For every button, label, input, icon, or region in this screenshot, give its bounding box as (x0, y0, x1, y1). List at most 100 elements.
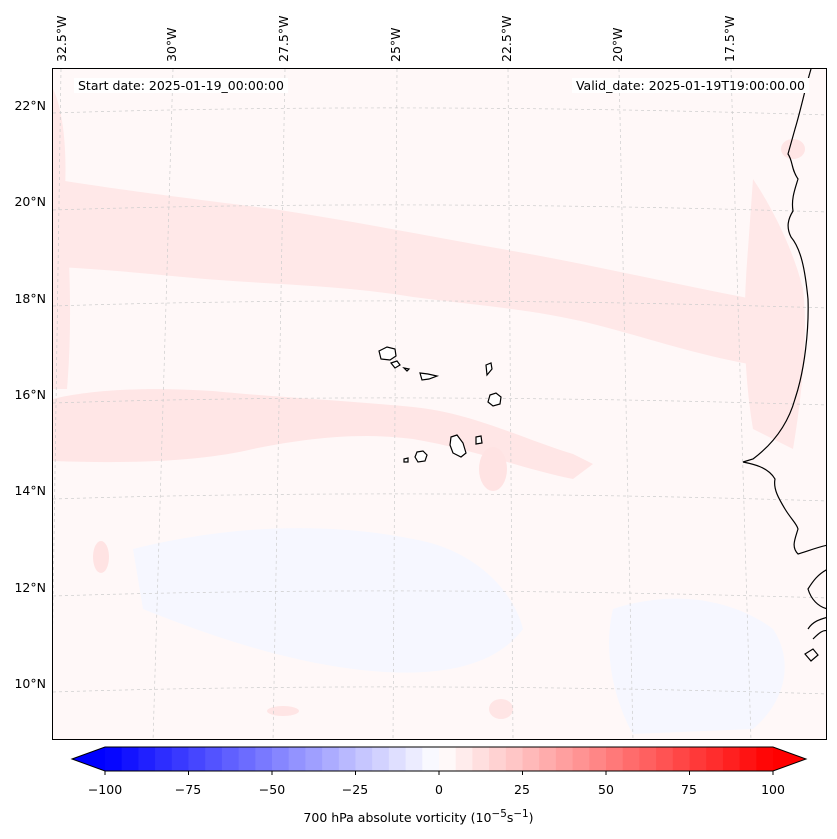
colorbar-segment (489, 747, 507, 771)
colorbar-segment (606, 747, 624, 771)
colorbar-ticks (104, 771, 774, 775)
colorbar-segment (238, 747, 256, 771)
colorbar-tick-label: −50 (258, 782, 286, 797)
island-sao-nicolau (419, 372, 440, 381)
colorbar-segment (205, 747, 223, 771)
lat-label-10n: 10°N (14, 676, 46, 691)
positive-vorticity-band-north (53, 179, 783, 369)
island-boa-vista (487, 392, 502, 407)
vorticity-map (53, 69, 826, 739)
positive-vorticity-patch (93, 541, 109, 573)
island-sao-vicente (389, 360, 401, 369)
colorbar-segment (288, 747, 306, 771)
colorbar-label-sup1: −5 (491, 808, 507, 820)
colorbar-segment (589, 747, 607, 771)
colorbar-tick-label: 0 (435, 782, 443, 797)
lon-label-30w: 30°W (164, 27, 179, 62)
colorbar-tick-label: 50 (598, 782, 614, 797)
colorbar-segment (656, 747, 674, 771)
colorbar-segment (388, 747, 407, 771)
colorbar-label-text: 700 hPa absolute vorticity (10 (303, 810, 492, 826)
colorbar-segment (355, 747, 373, 771)
colorbar-segment (622, 747, 640, 771)
colorbar-segment (555, 747, 574, 771)
colorbar-segment (439, 747, 457, 771)
lat-label-14n: 14°N (14, 483, 46, 498)
colorbar-tick-label: −100 (87, 782, 123, 797)
lon-label-17-5w: 17.5°W (722, 15, 737, 62)
colorbar-segment (322, 747, 340, 771)
africa-coastline (742, 69, 826, 610)
lon-label-20w: 20°W (610, 27, 625, 62)
colorbar-segment (455, 747, 473, 771)
colorbar-segment (689, 747, 707, 771)
colorbar-segment (105, 747, 123, 771)
island-santo-antao (378, 346, 397, 361)
positive-vorticity-patch (267, 706, 299, 716)
colorbar-label-end: ) (528, 810, 534, 826)
positive-vorticity-band-south (53, 389, 593, 479)
colorbar-segment (272, 747, 290, 771)
graticule (53, 69, 826, 739)
colorbar-tick-label: 100 (761, 782, 785, 797)
colorbar-tick-label: −75 (174, 782, 202, 797)
negative-vorticity-region-south (133, 528, 523, 673)
lat-label-20n: 20°N (14, 194, 46, 209)
colorbar-segment (405, 747, 423, 771)
colorbar-tick-label: −25 (341, 782, 369, 797)
colorbar-segment (138, 747, 156, 771)
colorbar-label-mid: s (506, 810, 514, 826)
lat-label-22n: 22°N (14, 98, 46, 113)
colorbar-label-sup2: −1 (513, 808, 529, 820)
colorbar-segment (572, 747, 590, 771)
map-plot-area (52, 68, 827, 740)
colorbar-segments (70, 746, 808, 772)
start-date-label: Start date: 2025-01-19_00:00:00 (74, 78, 288, 93)
lat-label-12n: 12°N (14, 580, 46, 595)
island-brava (403, 457, 409, 463)
colorbar-segment (522, 747, 540, 771)
lat-label-18n: 18°N (14, 291, 46, 306)
lon-label-32-5w: 32.5°W (54, 15, 69, 62)
africa-coastline-guinea-bissau (804, 616, 826, 662)
lon-label-22-5w: 22.5°W (499, 15, 514, 62)
island-fogo (414, 450, 428, 463)
valid-date-label: Valid_date: 2025-01-19T19:00:00.00 (571, 78, 809, 93)
colorbar (70, 746, 808, 775)
colorbar-min-extension (72, 747, 105, 771)
colorbar-label: 700 hPa absolute vorticity (10−5s−1) (0, 808, 837, 825)
colorbar-segment (505, 747, 523, 771)
colorbar-segment (672, 747, 690, 771)
colorbar-segment (255, 747, 273, 771)
island-santiago (449, 434, 467, 458)
positive-vorticity-patch (489, 699, 513, 719)
colorbar-tick-label: 25 (514, 782, 530, 797)
lon-label-27-5w: 27.5°W (276, 15, 291, 62)
colorbar-segment (739, 747, 757, 771)
island-maio (475, 435, 483, 445)
colorbar-segment (706, 747, 724, 771)
colorbar-segment (756, 747, 774, 771)
colorbar-segment (639, 747, 657, 771)
colorbar-max-extension (773, 747, 806, 771)
colorbar-segment (722, 747, 741, 771)
positive-vorticity-west-strip (53, 89, 71, 389)
positive-vorticity-patch (479, 447, 507, 491)
colorbar-tick-label: 75 (681, 782, 697, 797)
colorbar-segment (338, 747, 356, 771)
colorbar-segment (171, 747, 189, 771)
positive-vorticity-patch (781, 139, 805, 159)
cape-verde-islands (378, 346, 502, 463)
colorbar-segment (188, 747, 206, 771)
negative-vorticity-region-southeast (609, 598, 785, 734)
colorbar-segment (221, 747, 240, 771)
lon-label-25w: 25°W (388, 27, 403, 62)
colorbar-segment (121, 747, 139, 771)
island-sal (485, 362, 493, 377)
lat-label-16n: 16°N (14, 387, 46, 402)
island-santa-luzia (402, 367, 411, 372)
colorbar-segment (472, 747, 490, 771)
colorbar-segment (372, 747, 390, 771)
colorbar-segment (422, 747, 440, 771)
colorbar-segment (305, 747, 323, 771)
